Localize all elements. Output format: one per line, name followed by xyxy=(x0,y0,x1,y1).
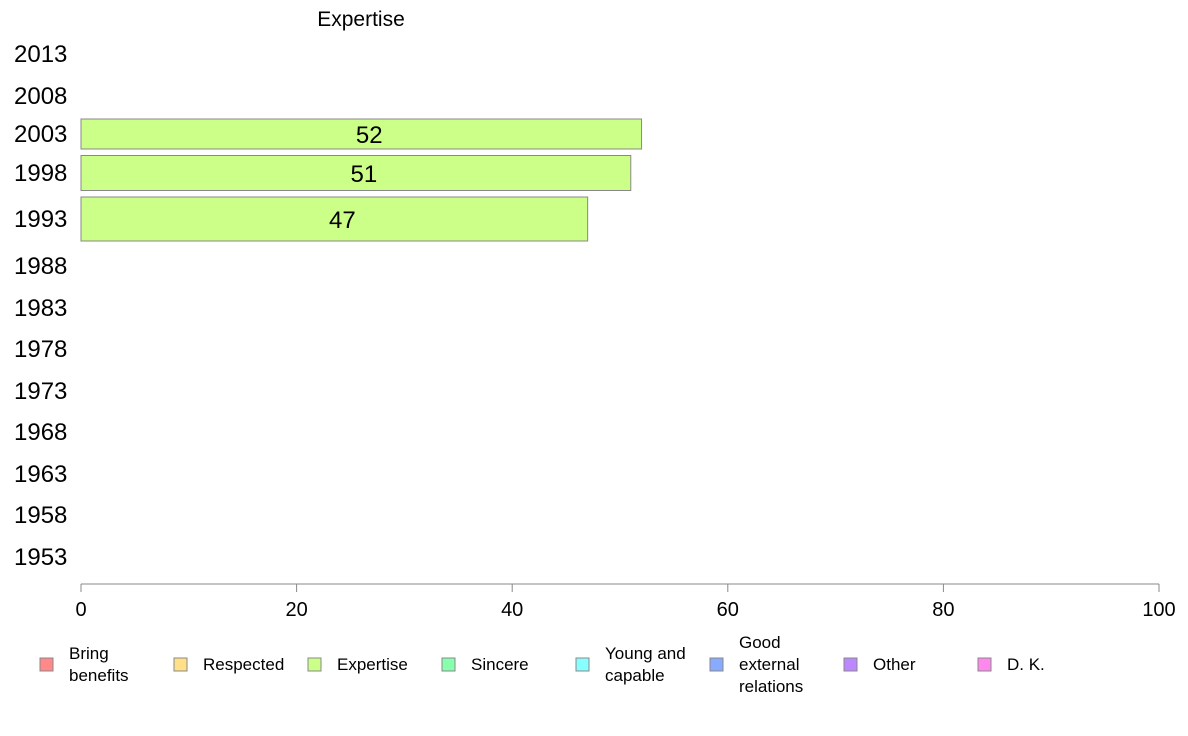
x-tick-label: 80 xyxy=(932,599,954,621)
y-tick-label: 1983 xyxy=(14,295,67,322)
legend-label: Young and capable xyxy=(605,644,686,685)
legend-label: Expertise xyxy=(337,655,408,674)
legend-label: Other xyxy=(873,655,916,674)
x-tick-label: 100 xyxy=(1142,599,1175,621)
legend-swatch xyxy=(441,657,456,672)
y-tick-label: 2003 xyxy=(14,121,67,148)
bar xyxy=(80,155,632,191)
chart-title: Expertise xyxy=(317,8,405,31)
legend-swatch xyxy=(977,657,992,672)
y-tick-label: 1988 xyxy=(14,253,67,280)
legend-swatch xyxy=(173,657,188,672)
legend-label: D. K. xyxy=(1007,655,1045,674)
bar-value-label: 47 xyxy=(329,207,356,234)
y-tick-label: 2013 xyxy=(14,41,67,68)
legend: Bring benefits Respected Expertise Sincere Yo… xyxy=(39,633,1045,696)
x-tick-label: 0 xyxy=(75,599,86,621)
y-tick-label: 1993 xyxy=(14,206,67,233)
y-axis-labels: 2013 2008 2003 1998 1993 1988 1983 1978 1973 1968… xyxy=(14,41,67,571)
y-tick-label: 1973 xyxy=(14,378,67,405)
bar-value-label: 51 xyxy=(351,161,378,188)
y-tick-label: 1978 xyxy=(14,336,67,363)
y-tick-label: 1998 xyxy=(14,160,67,187)
x-tick-label: 40 xyxy=(501,599,523,621)
legend-item: Sincere xyxy=(441,655,529,674)
legend-item: D. K. xyxy=(977,655,1045,674)
x-tick-label: 20 xyxy=(285,599,307,621)
legend-item: Expertise xyxy=(307,655,408,674)
bars: 52 51 47 xyxy=(80,118,643,242)
y-tick-label: 2008 xyxy=(14,83,67,110)
legend-item: Respected xyxy=(173,655,284,674)
legend-swatch xyxy=(39,657,54,672)
bar xyxy=(80,196,589,242)
legend-swatch xyxy=(709,657,724,672)
legend-item: Bring benefits xyxy=(39,644,129,685)
bar-value-label: 52 xyxy=(356,122,383,149)
legend-label: Good external relations xyxy=(739,633,803,696)
legend-item: Young and capable xyxy=(575,644,686,685)
bar xyxy=(80,118,643,150)
legend-label: Respected xyxy=(203,655,284,674)
legend-item: Other xyxy=(843,655,916,674)
legend-label: Sincere xyxy=(471,655,529,674)
x-axis: 0 20 40 60 80 100 xyxy=(75,583,1176,621)
y-tick-label: 1958 xyxy=(14,502,67,529)
legend-label: Bring benefits xyxy=(69,644,129,685)
legend-swatch xyxy=(575,657,590,672)
y-tick-label: 1953 xyxy=(14,544,67,571)
y-tick-label: 1963 xyxy=(14,461,67,488)
legend-item: Good external relations xyxy=(709,633,803,696)
x-tick-label: 60 xyxy=(717,599,739,621)
legend-swatch xyxy=(843,657,858,672)
y-tick-label: 1968 xyxy=(14,419,67,446)
legend-swatch xyxy=(307,657,322,672)
